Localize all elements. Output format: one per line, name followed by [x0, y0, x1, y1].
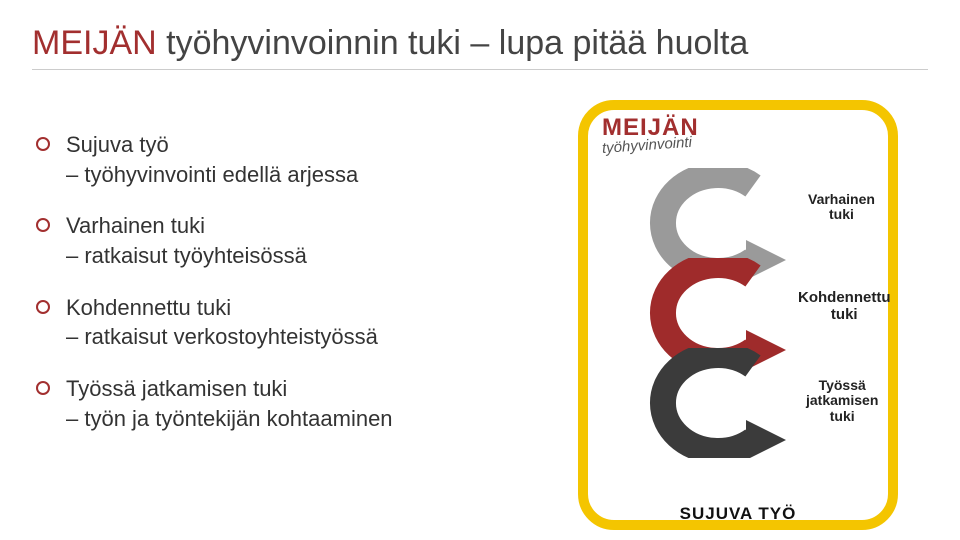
- title-accent: MEIJÄN: [32, 24, 157, 62]
- page-title: MEIJÄN työhyvinvoinnin tuki – lupa pitää…: [32, 24, 928, 63]
- diagram-panel: MEIJÄN työhyvinvointi Varhainentuki Kohde…: [548, 100, 928, 540]
- circle-bullet-icon: [36, 300, 50, 314]
- bullet-text: Sujuva työ– työhyvinvointi edellä arjess…: [66, 130, 358, 189]
- bullet-item: Sujuva työ– työhyvinvointi edellä arjess…: [36, 130, 548, 189]
- title-rest: työhyvinvoinnin tuki – lupa pitää huolta: [157, 24, 749, 62]
- diagram-footer: SUJUVA TYÖ: [578, 504, 898, 524]
- title-wrap: MEIJÄN työhyvinvoinnin tuki – lupa pitää…: [32, 24, 928, 70]
- arc-label-2: Työssäjatkamisentuki: [806, 378, 878, 424]
- bullet-item: Varhainen tuki– ratkaisut työyhteisössä: [36, 211, 548, 270]
- circle-bullet-icon: [36, 381, 50, 395]
- slide-root: MEIJÄN työhyvinvoinnin tuki – lupa pitää…: [0, 0, 960, 540]
- circle-bullet-icon: [36, 137, 50, 151]
- content-row: Sujuva työ– työhyvinvointi edellä arjess…: [32, 100, 928, 540]
- bullet-item: Kohdennettu tuki– ratkaisut verkostoyhte…: [36, 293, 548, 352]
- arc-2: [618, 348, 788, 463]
- circle-bullet-icon: [36, 218, 50, 232]
- left-column: Sujuva työ– työhyvinvointi edellä arjess…: [32, 100, 548, 540]
- arc-label-1: Kohdennettutuki: [798, 290, 890, 323]
- bullet-text: Kohdennettu tuki– ratkaisut verkostoyhte…: [66, 293, 378, 352]
- bullet-text: Varhainen tuki– ratkaisut työyhteisössä: [66, 211, 307, 270]
- logo: MEIJÄN työhyvinvointi: [602, 114, 699, 157]
- arc-label-0: Varhainentuki: [808, 192, 875, 223]
- bullet-text: Työssä jatkamisen tuki– työn ja työnteki…: [66, 374, 393, 433]
- bullet-list: Sujuva työ– työhyvinvointi edellä arjess…: [36, 130, 548, 434]
- bullet-item: Työssä jatkamisen tuki– työn ja työnteki…: [36, 374, 548, 433]
